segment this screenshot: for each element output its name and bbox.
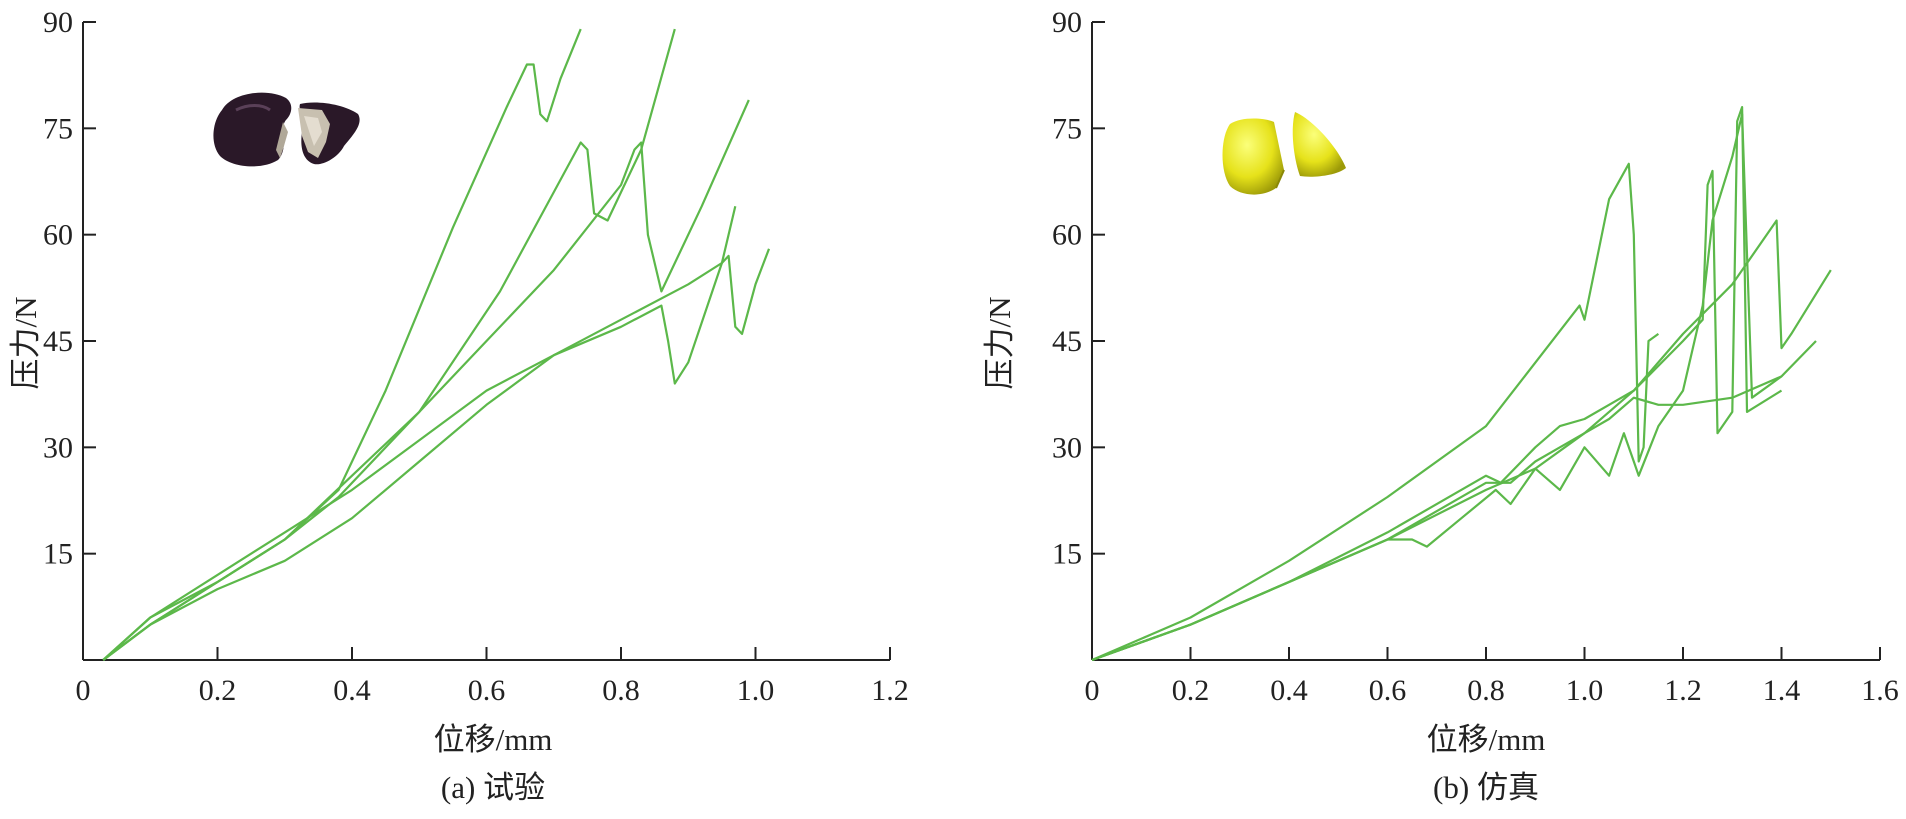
x-tick-label: 0 [76,674,91,707]
y-tick-label: 90 [1052,6,1082,39]
y-tick-label: 30 [1052,431,1082,464]
axis-ticks: 0 0.2 0.4 0.6 0.8 1.0 1.2 1.4 1.6 15 30 45 60 75 90 [1052,6,1899,707]
y-axis-title: 压力/N [982,297,1017,390]
x-tick-label: 0.8 [602,674,640,707]
x-tick-label: 0 [1085,674,1100,707]
series-line-3 [1091,113,1783,662]
panel-caption: (a) 试验 [441,770,545,805]
x-tick-label: 1.2 [1664,674,1702,707]
y-tick-label: 45 [1052,325,1082,358]
x-tick-label: 0.6 [1369,674,1407,707]
panel-caption: (b) 仿真 [1433,770,1539,805]
x-tick-label: 0.6 [468,674,506,707]
y-tick-label: 90 [43,6,73,39]
chart-panel-simulation: 0 0.2 0.4 0.6 0.8 1.0 1.2 1.4 1.6 15 30 45 60 75 90 位移… [982,6,1899,805]
series-group [102,28,771,661]
y-tick-label: 75 [1052,112,1082,145]
cracked-seed-photo [213,92,360,167]
x-axis-title: 位移/mm [434,722,553,757]
series-group [1091,105,1832,662]
y-axis-title: 压力/N [8,297,43,390]
x-tick-label: 0.2 [199,674,237,707]
series-line-4 [1091,219,1832,662]
split-seed-model [1222,112,1346,195]
y-tick-label: 15 [43,538,73,571]
y-tick-label: 60 [43,219,73,252]
x-tick-label: 0.4 [333,674,371,707]
y-tick-label: 15 [1052,538,1082,571]
y-tick-label: 30 [43,431,73,464]
chart-panel-experiment: 0 0.2 0.4 0.6 0.8 1.0 1.2 15 30 45 60 75 90 位移/mm 压力… [8,6,909,805]
x-tick-label: 1.6 [1861,674,1899,707]
x-tick-label: 1.2 [871,674,909,707]
x-tick-label: 0.4 [1270,674,1308,707]
series-line-2 [1091,105,1783,662]
x-tick-label: 0.8 [1467,674,1505,707]
y-tick-label: 60 [1052,219,1082,252]
x-tick-label: 1.4 [1763,674,1801,707]
series-line-5 [1091,340,1817,662]
x-tick-label: 1.0 [1566,674,1604,707]
y-tick-label: 75 [43,112,73,145]
x-tick-label: 0.2 [1172,674,1210,707]
series-line-1 [1091,162,1660,662]
series-line-2 [102,28,676,661]
axis-ticks: 0 0.2 0.4 0.6 0.8 1.0 1.2 15 30 45 60 75 90 [43,6,909,707]
x-tick-label: 1.0 [737,674,775,707]
series-line-3 [102,99,750,661]
series-line-5 [102,248,771,661]
y-tick-label: 45 [43,325,73,358]
x-axis-title: 位移/mm [1427,722,1546,757]
